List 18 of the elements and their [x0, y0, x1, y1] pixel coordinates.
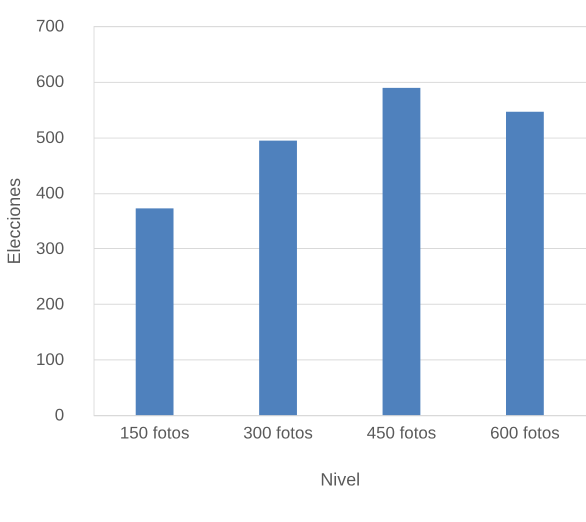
- y-tick-label: 100: [36, 350, 64, 370]
- x-tick-label: 300 fotos: [243, 424, 313, 443]
- x-axis-title: Nivel: [320, 469, 360, 490]
- y-axis-title: Elecciones: [4, 178, 24, 264]
- y-tick-label: 300: [36, 238, 64, 258]
- y-tick-label: 0: [54, 406, 64, 425]
- bar: [259, 140, 297, 416]
- y-tick-label: 400: [36, 183, 64, 202]
- y-tick-label: 600: [36, 72, 64, 92]
- bar: [382, 88, 420, 416]
- y-tick-label: 200: [36, 294, 64, 314]
- y-tick-label: 700: [36, 16, 64, 36]
- x-tick-label: 150 fotos: [120, 424, 190, 443]
- bar: [136, 208, 174, 416]
- y-tick-label: 500: [36, 128, 64, 147]
- x-tick-label: 600 fotos: [490, 424, 560, 443]
- bar: [506, 112, 544, 416]
- x-tick-label: 450 fotos: [366, 424, 436, 443]
